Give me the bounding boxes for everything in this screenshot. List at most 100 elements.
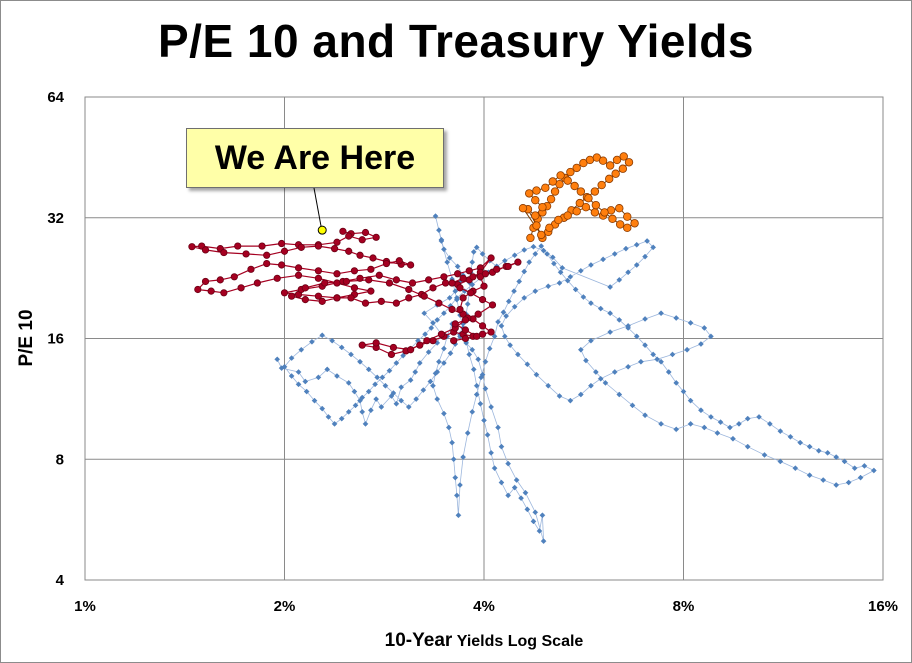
historical-point — [861, 463, 868, 469]
historical-point — [454, 263, 461, 270]
historical-point — [577, 391, 584, 398]
historical-point — [469, 259, 476, 266]
historical-point — [466, 351, 473, 358]
historical-point — [756, 414, 762, 420]
historical-point — [557, 269, 564, 276]
recent-point — [454, 270, 462, 278]
bubble-point — [590, 208, 600, 217]
historical-point — [583, 357, 589, 364]
recent-point — [389, 343, 398, 352]
historical-point — [469, 346, 476, 353]
recent-point — [216, 276, 224, 284]
historical-point — [372, 381, 378, 388]
historical-point — [820, 477, 827, 483]
bubble-point — [612, 155, 622, 165]
historical-point — [633, 262, 640, 268]
historical-point — [473, 382, 480, 389]
historical-point — [642, 316, 648, 322]
recent-point — [358, 341, 366, 349]
historical-point — [797, 439, 804, 446]
historical-point — [478, 374, 484, 381]
historical-point — [434, 317, 441, 323]
bubble-point — [615, 204, 624, 213]
callout-leader-line — [313, 187, 322, 228]
historical-point — [348, 351, 354, 358]
historical-point — [524, 506, 531, 513]
historical-point — [498, 443, 505, 450]
recent-point — [333, 279, 341, 287]
recent-point — [314, 267, 323, 275]
historical-point — [407, 377, 414, 383]
bubble-point — [531, 211, 540, 220]
bubble-point — [605, 161, 615, 170]
historical-point — [625, 323, 632, 329]
recent-point — [437, 330, 446, 338]
recent-point — [314, 292, 323, 300]
historical-point — [841, 458, 848, 465]
historical-point — [524, 361, 531, 368]
recent-point — [350, 267, 359, 275]
historical-point — [857, 474, 864, 481]
historical-point — [319, 332, 326, 339]
historical-point — [390, 390, 397, 396]
recent-point — [456, 284, 464, 292]
recent-point — [473, 332, 481, 340]
recent-point — [194, 285, 202, 294]
historical-point — [730, 435, 736, 442]
recent-point — [395, 257, 403, 265]
historical-point — [684, 346, 690, 353]
historical-point — [505, 298, 512, 305]
recent-point — [301, 284, 309, 292]
recent-point — [405, 285, 413, 294]
recent-point — [345, 247, 353, 255]
historical-point — [544, 251, 550, 257]
y-tick-label: 32 — [47, 210, 64, 227]
historical-point — [281, 363, 288, 370]
historical-point — [580, 294, 587, 300]
historical-series — [274, 213, 877, 545]
historical-point — [551, 260, 557, 267]
recent-point — [407, 346, 415, 354]
grid-lines — [84, 96, 884, 581]
bubble-point — [554, 215, 563, 225]
bubble-point — [532, 186, 541, 195]
bubble-point — [541, 183, 550, 193]
historical-point — [592, 369, 599, 375]
historical-point — [329, 337, 336, 344]
historical-point — [516, 278, 523, 285]
historical-point — [503, 313, 510, 319]
bubble-point — [538, 202, 547, 212]
bubble-point — [600, 208, 609, 217]
recent-point — [333, 294, 341, 302]
historical-point — [475, 356, 482, 363]
bubble-point — [572, 207, 581, 216]
historical-point — [687, 320, 694, 326]
historical-point — [473, 391, 480, 398]
historical-point — [588, 382, 594, 389]
recent-point — [514, 258, 522, 266]
historical-point — [556, 393, 563, 399]
historical-point — [698, 341, 704, 347]
historical-point — [416, 360, 423, 366]
recent-point — [253, 279, 261, 287]
historical-point — [479, 251, 486, 257]
historical-point — [642, 342, 648, 349]
recent-point — [423, 337, 431, 345]
historical-point — [430, 320, 436, 326]
historical-point — [658, 358, 664, 365]
historical-point — [511, 303, 518, 310]
historical-point — [611, 369, 618, 375]
recent-point — [314, 242, 323, 250]
historical-point — [421, 310, 428, 317]
historical-point — [398, 397, 405, 404]
bubble-point — [524, 189, 534, 198]
recent-point — [234, 242, 242, 250]
recent-point — [347, 294, 355, 302]
historical-point — [532, 509, 539, 516]
historical-point — [870, 467, 877, 474]
historical-point — [607, 310, 614, 317]
recent-point — [450, 337, 458, 345]
historical-point — [708, 333, 714, 340]
bubble-point — [546, 194, 556, 204]
